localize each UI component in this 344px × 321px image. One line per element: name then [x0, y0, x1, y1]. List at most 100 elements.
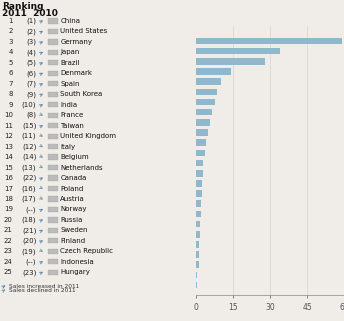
Text: Ranking: Ranking — [2, 2, 43, 11]
Text: Italy: Italy — [61, 143, 76, 150]
Bar — [48, 60, 58, 65]
Text: Sales declined in 2011: Sales declined in 2011 — [9, 288, 75, 293]
Bar — [196, 241, 199, 248]
Text: 25: 25 — [4, 269, 13, 275]
Bar — [196, 282, 197, 289]
Bar — [48, 144, 58, 149]
Bar — [48, 259, 58, 265]
Bar — [48, 270, 58, 275]
Text: 23: 23 — [4, 248, 13, 254]
Text: (--): (--) — [26, 258, 36, 265]
Text: Czech Republic: Czech Republic — [61, 248, 114, 254]
Text: 2: 2 — [8, 29, 13, 34]
Text: India: India — [61, 102, 77, 108]
Bar — [196, 38, 342, 44]
Text: 4: 4 — [8, 49, 13, 55]
Text: (2): (2) — [26, 28, 36, 35]
Bar — [196, 89, 217, 95]
Text: (11): (11) — [22, 133, 36, 139]
Bar — [196, 200, 201, 207]
Text: 7: 7 — [8, 81, 13, 87]
Bar — [48, 134, 58, 139]
Text: 19: 19 — [4, 206, 13, 213]
Text: (12): (12) — [22, 143, 36, 150]
Text: (8): (8) — [26, 112, 36, 118]
Bar — [196, 99, 215, 105]
Text: (21): (21) — [22, 227, 36, 234]
Text: South Korea: South Korea — [61, 91, 103, 97]
Text: United Kingdom: United Kingdom — [61, 133, 116, 139]
Text: Sweden: Sweden — [61, 227, 88, 233]
Text: 10: 10 — [4, 112, 13, 118]
Text: 20: 20 — [4, 217, 13, 223]
Bar — [48, 39, 58, 45]
Text: Belgium: Belgium — [61, 154, 89, 160]
Text: Spain: Spain — [61, 81, 80, 87]
Text: 8: 8 — [8, 91, 13, 97]
Text: 14: 14 — [4, 154, 13, 160]
Text: (14): (14) — [22, 154, 36, 160]
Bar — [196, 170, 203, 177]
Text: (23): (23) — [22, 269, 36, 275]
Text: 21: 21 — [4, 227, 13, 233]
Text: 16: 16 — [4, 175, 13, 181]
Text: Indonesia: Indonesia — [61, 259, 94, 265]
Bar — [48, 175, 58, 181]
Bar — [48, 207, 58, 212]
Text: Denmark: Denmark — [61, 70, 93, 76]
Text: France: France — [61, 112, 84, 118]
Bar — [48, 18, 58, 23]
Text: 24: 24 — [4, 259, 13, 265]
Text: (22): (22) — [22, 175, 36, 181]
Text: 6: 6 — [8, 70, 13, 76]
Text: (4): (4) — [26, 49, 36, 56]
Text: Norway: Norway — [61, 206, 87, 213]
Bar — [196, 221, 200, 227]
Text: (5): (5) — [26, 60, 36, 66]
Text: Hungary: Hungary — [61, 269, 90, 275]
Text: Netherlands: Netherlands — [61, 165, 103, 170]
Text: (9): (9) — [26, 91, 36, 98]
Text: Canada: Canada — [61, 175, 87, 181]
Text: (19): (19) — [22, 248, 36, 255]
Bar — [48, 50, 58, 55]
Text: (7): (7) — [26, 81, 36, 87]
Bar — [196, 78, 221, 85]
Bar — [48, 102, 58, 107]
Text: (10): (10) — [22, 101, 36, 108]
Bar — [48, 217, 58, 222]
Text: 15: 15 — [4, 165, 13, 170]
Bar — [48, 29, 58, 34]
Bar — [48, 154, 58, 160]
Text: 12: 12 — [4, 133, 13, 139]
Bar — [48, 81, 58, 86]
Text: Sales increased in 2011: Sales increased in 2011 — [9, 284, 79, 289]
Text: Russia: Russia — [61, 217, 83, 223]
Text: 2011  2010: 2011 2010 — [2, 9, 58, 18]
Bar — [48, 196, 58, 202]
Bar — [48, 123, 58, 128]
Text: Brazil: Brazil — [61, 60, 80, 66]
Text: (20): (20) — [22, 238, 36, 244]
Text: 1: 1 — [8, 18, 13, 24]
Text: 17: 17 — [4, 186, 13, 192]
Bar — [196, 109, 212, 116]
Text: 3: 3 — [8, 39, 13, 45]
Text: (13): (13) — [22, 164, 36, 171]
Bar — [196, 48, 280, 55]
Bar — [48, 165, 58, 170]
Bar — [196, 139, 206, 146]
Bar — [48, 91, 58, 97]
Text: (--): (--) — [26, 206, 36, 213]
Text: Taiwan: Taiwan — [61, 123, 84, 129]
Text: 13: 13 — [4, 143, 13, 150]
Bar — [196, 231, 200, 238]
Bar — [196, 58, 265, 65]
Text: 5: 5 — [8, 60, 13, 66]
Text: 22: 22 — [4, 238, 13, 244]
Text: 18: 18 — [4, 196, 13, 202]
Bar — [196, 190, 202, 197]
Text: (15): (15) — [22, 122, 36, 129]
Text: Finland: Finland — [61, 238, 86, 244]
Text: China: China — [61, 18, 80, 24]
